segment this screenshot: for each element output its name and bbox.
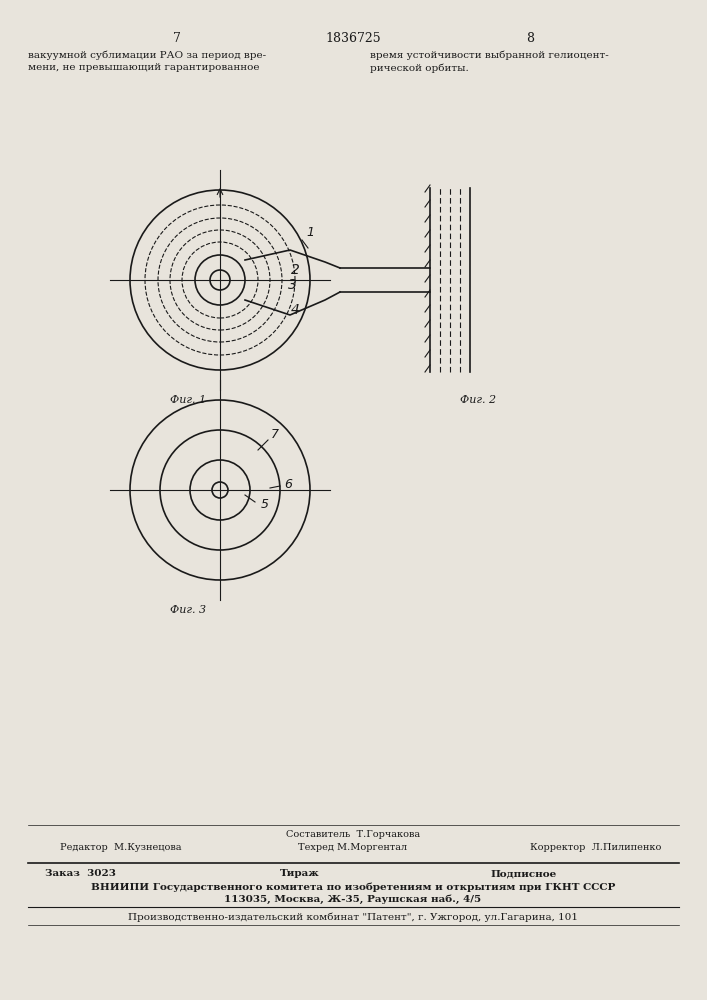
Text: ВНИИПИ Государственного комитета по изобретениям и открытиям при ГКНТ СССР: ВНИИПИ Государственного комитета по изоб… — [90, 882, 615, 892]
Text: 1836725: 1836725 — [325, 32, 381, 45]
Text: 6: 6 — [284, 479, 292, 491]
Text: Тираж: Тираж — [280, 869, 320, 878]
Text: Производственно-издательский комбинат "Патент", г. Ужгород, ул.Гагарина, 101: Производственно-издательский комбинат "П… — [128, 912, 578, 922]
Text: 2: 2 — [291, 263, 300, 277]
Text: 7: 7 — [173, 32, 181, 45]
Text: Фиг. 1: Фиг. 1 — [170, 395, 206, 405]
Text: 113035, Москва, Ж-35, Раушская наб., 4/5: 113035, Москва, Ж-35, Раушская наб., 4/5 — [224, 894, 481, 904]
Text: Подписное: Подписное — [490, 869, 556, 878]
Text: 8: 8 — [526, 32, 534, 45]
Text: 3: 3 — [288, 278, 296, 292]
Text: 4: 4 — [291, 303, 300, 317]
Text: Фиг. 2: Фиг. 2 — [460, 395, 496, 405]
Text: вакуумной сублимации РАО за период вре-
мени, не превышающий гарантированное: вакуумной сублимации РАО за период вре- … — [28, 50, 266, 72]
Text: 1: 1 — [306, 226, 314, 238]
Text: 7: 7 — [271, 428, 279, 442]
Text: Редактор  М.Кузнецова: Редактор М.Кузнецова — [60, 843, 182, 852]
Text: Составитель  Т.Горчакова
Техред М.Моргентал: Составитель Т.Горчакова Техред М.Моргент… — [286, 830, 420, 852]
Text: время устойчивости выбранной гелиоцент-
рической орбиты.: время устойчивости выбранной гелиоцент- … — [370, 50, 609, 73]
Text: 5: 5 — [261, 498, 269, 512]
Text: Корректор  Л.Пилипенко: Корректор Л.Пилипенко — [530, 843, 661, 852]
Text: Фиг. 3: Фиг. 3 — [170, 605, 206, 615]
Text: Заказ  3023: Заказ 3023 — [45, 869, 116, 878]
